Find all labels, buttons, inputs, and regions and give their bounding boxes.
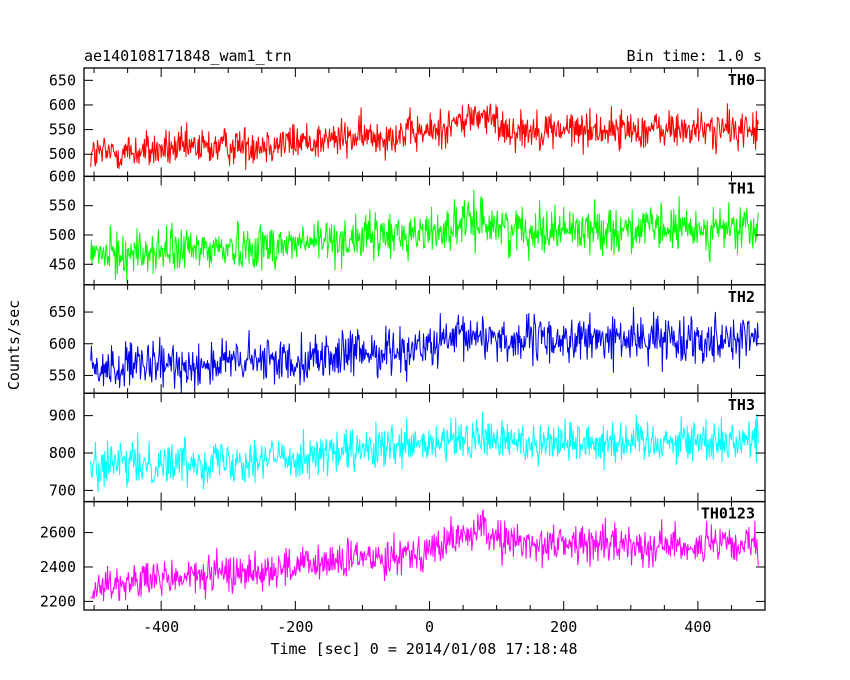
- panel-label-th2: TH2: [728, 288, 755, 306]
- bin-time-label: Bin time: 1.0 s: [627, 47, 762, 65]
- x-tick-label: -400: [143, 618, 179, 636]
- y-tick-label: 800: [49, 444, 76, 462]
- y-tick-label: 600: [49, 335, 76, 353]
- y-tick-label: 600: [49, 167, 76, 185]
- series-line-th0: [90, 103, 759, 170]
- y-tick-label: 2200: [40, 592, 76, 610]
- panel-frame: [83, 500, 766, 611]
- series-line-th0123: [90, 508, 759, 602]
- panel-label-th1: TH1: [728, 179, 755, 197]
- x-tick-label: -200: [277, 618, 313, 636]
- y-tick-label: 650: [49, 71, 76, 89]
- chart-title: ae140108171848_wam1_trn: [84, 47, 292, 65]
- y-tick-label: 450: [49, 255, 76, 273]
- x-tick-label: 200: [550, 618, 577, 636]
- y-tick-label: 700: [49, 481, 76, 499]
- y-tick-label: 2600: [40, 524, 76, 542]
- y-tick-label: 500: [49, 226, 76, 244]
- y-tick-label: 550: [49, 197, 76, 215]
- y-tick-label: 2400: [40, 558, 76, 576]
- x-tick-label: 0: [425, 618, 434, 636]
- panel-label-th0123: TH0123: [701, 505, 755, 523]
- y-tick-label: 600: [49, 96, 76, 114]
- y-tick-label: 900: [49, 407, 76, 425]
- series-line-th2: [90, 306, 759, 394]
- y-tick-label: 550: [49, 366, 76, 384]
- panel-label-th3: TH3: [728, 396, 755, 414]
- x-tick-label: 400: [684, 618, 711, 636]
- series-line-th3: [90, 412, 759, 492]
- y-axis-label: Counts/sec: [5, 300, 23, 390]
- panels-group: 500 550 600 650 TH0 450 500 550 600 TH1 550 600 650 T…: [40, 67, 766, 636]
- series-line-th1: [90, 189, 759, 283]
- panel-frame: [83, 67, 766, 178]
- panel-label-th0: TH0: [728, 71, 755, 89]
- x-axis-label: Time [sec] 0 = 2014/01/08 17:18:48: [270, 640, 577, 658]
- y-tick-label: 550: [49, 121, 76, 139]
- y-tick-label: 650: [49, 303, 76, 321]
- y-tick-label: 500: [49, 145, 76, 163]
